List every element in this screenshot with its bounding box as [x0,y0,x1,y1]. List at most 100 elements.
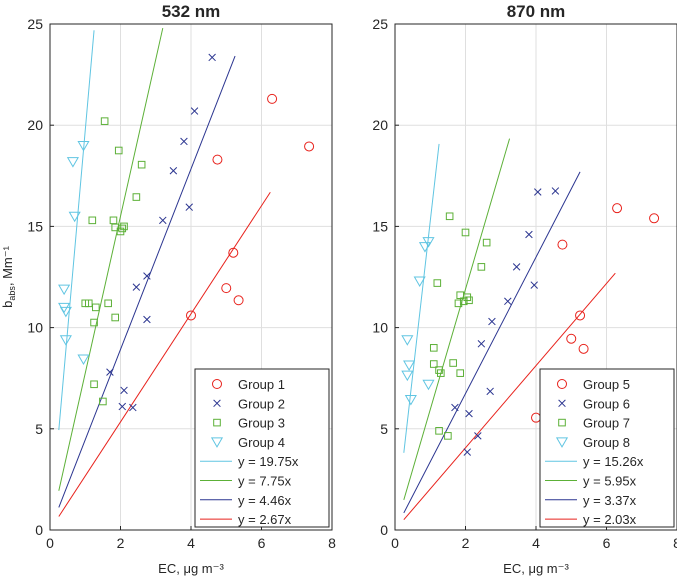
series-group-6 [451,187,560,456]
data-point [482,238,491,247]
data-point [104,299,112,308]
x-tick-label: 4 [532,535,540,551]
y-tick-label: 20 [27,117,43,133]
data-point [208,53,216,62]
data-point [551,187,560,195]
chart-panel-1: 0 2 4 6 8 0 5 10 15 20 25 532 nm EC, μg m⁻³ babs, Mm⁻… [0,2,336,576]
legend-label: Group 6 [583,396,630,411]
data-point [233,295,244,306]
data-point [159,216,167,225]
data-point [59,306,72,318]
data-point [461,228,470,237]
legend-label: Group 5 [583,377,630,392]
legend-box [539,368,675,528]
x-tick-label: 8 [673,535,677,551]
data-point [190,107,199,115]
data-point [465,296,473,305]
data-point [403,360,416,372]
chart-title: 532 nm [162,2,221,21]
x-axis-label: EC, μg m⁻³ [503,561,569,576]
data-point [221,283,232,294]
data-point [77,140,90,152]
series-group-1 [186,93,315,321]
data-point [413,276,426,288]
data-point [504,297,512,306]
legend-marker [212,379,222,389]
legend-label: y = 7.75x [238,474,292,489]
data-point [77,354,90,365]
data-point [530,281,538,289]
data-point [186,310,196,321]
legend-marker [213,418,221,427]
data-point [477,263,486,271]
data-point [401,335,414,346]
data-point [114,146,123,155]
data-point [525,230,533,239]
legend-label: Group 4 [238,435,285,450]
data-point [422,237,435,248]
data-point [566,333,577,344]
data-point [180,137,188,146]
x-tick-label: 8 [328,535,336,551]
data-point [463,448,472,456]
legend-label: Group 8 [583,435,630,450]
data-point [137,160,146,169]
data-point [486,387,494,396]
data-point [404,394,417,406]
data-point [612,203,623,214]
series-group-5 [531,203,660,423]
series-group-2 [106,53,216,412]
data-point [132,193,141,201]
data-point [106,368,114,376]
legend: Group 1 Group 2 Group 3 Group 4 y = 19.75x y … [194,368,330,528]
fit-line [58,55,236,508]
data-point [59,335,72,346]
data-point [534,188,542,196]
x-tick-label: 4 [187,535,195,551]
series-group-8 [401,237,435,406]
legend-label: y = 19.75x [238,454,299,469]
data-point [445,212,454,221]
legend: Group 5 Group 6 Group 7 Group 8 y = 15.26x y … [539,368,675,528]
legend-label: Group 7 [583,416,630,431]
data-point [84,299,93,308]
fit-line [58,30,95,431]
y-tick-label: 15 [372,218,388,234]
chart-title: 870 nm [507,2,566,21]
fit-line [403,272,616,521]
data-point [437,369,445,377]
series-group-4 [58,140,90,365]
data-point [454,299,463,308]
data-point [449,359,457,367]
fit-line [403,138,511,501]
legend-marker [558,418,566,427]
legend-label: y = 3.37x [583,493,637,508]
data-point [88,216,97,225]
y-tick-label: 10 [372,320,388,336]
fit-line [403,171,581,514]
data-point [435,427,443,435]
data-point [143,272,151,280]
x-tick-label: 6 [258,535,266,551]
data-point [512,263,521,271]
y-tick-label: 0 [35,522,43,538]
data-point [129,403,137,412]
data-point [169,166,178,175]
x-tick-label: 6 [603,535,611,551]
y-tick-label: 5 [35,421,43,437]
data-point [429,360,438,368]
data-point [99,397,107,406]
data-point [92,303,100,312]
legend-label: Group 2 [238,396,285,411]
legend-marker [558,399,566,408]
data-point [488,317,496,326]
data-point [143,315,151,324]
data-point [58,284,71,296]
legend-box [194,368,330,528]
data-point [649,213,660,224]
data-point [575,310,586,321]
legend-label: y = 5.95x [583,474,637,489]
data-point [100,117,109,125]
legend-label: y = 2.03x [583,512,637,527]
